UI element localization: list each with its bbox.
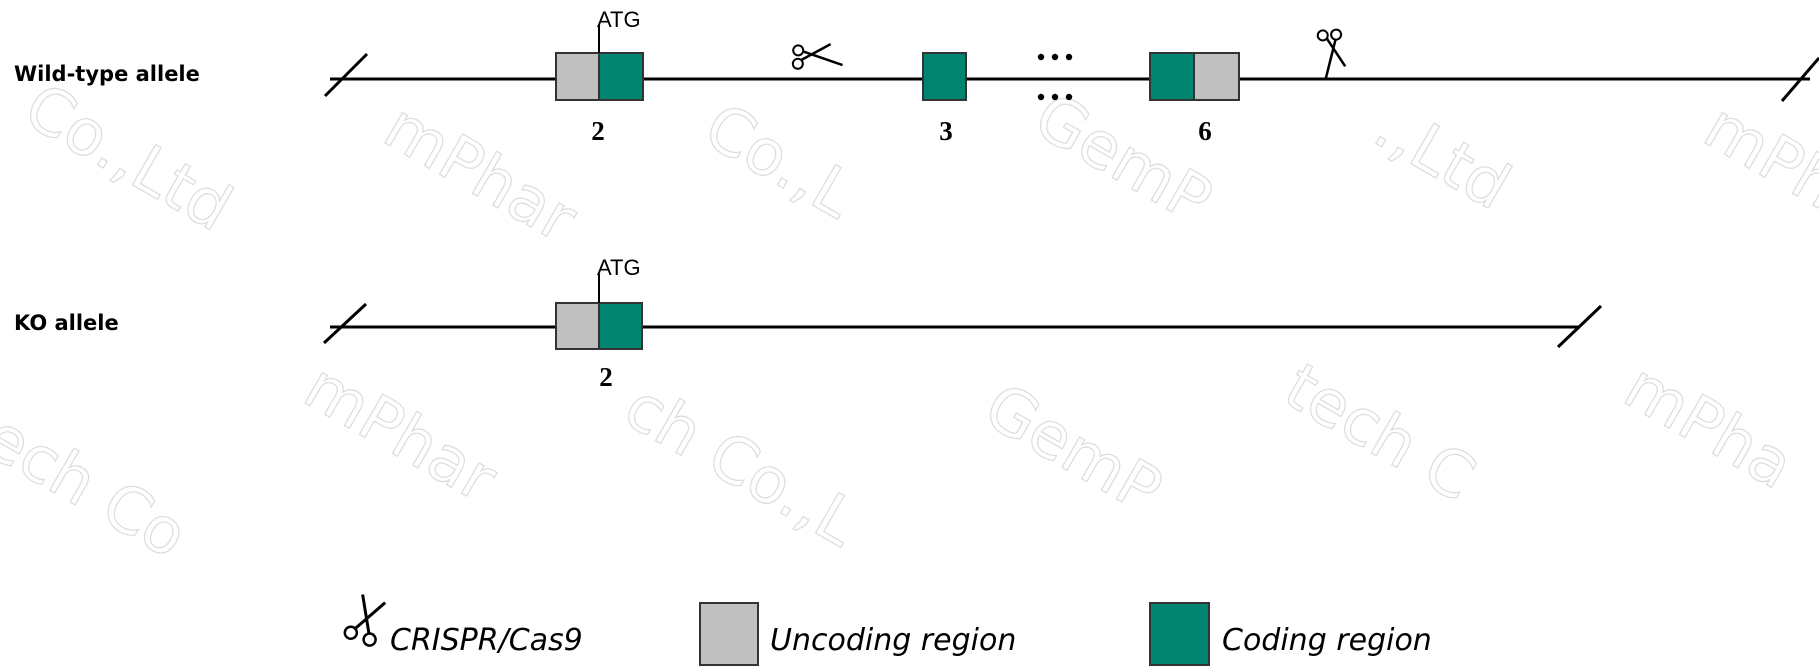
wildtype-exon-label: 3: [939, 116, 953, 146]
wildtype-exon3-coding: [922, 52, 967, 101]
ellipsis-dots: [1037, 53, 1073, 101]
watermark-fragment: ech Co: [0, 400, 199, 574]
legend-uncoding-swatch: [699, 602, 759, 666]
watermark-fragment: GemP: [972, 370, 1173, 529]
legend-uncoding-label: Uncoding region: [770, 623, 1016, 658]
ko-allele: KO allele ATG 2: [14, 255, 1603, 392]
legend-scissors-icon: [343, 594, 387, 647]
legend-coding-swatch: [1149, 602, 1210, 666]
ko-break-mark-right: [1556, 304, 1603, 349]
scissors-icon: [791, 43, 843, 70]
watermark-fragment: Co.,Ltd: [12, 70, 244, 246]
watermark: Co.,Ltd mPhar Co.,L GemP .,Ltd mPha ech …: [0, 69, 1819, 574]
wildtype-exon-label: 6: [1198, 116, 1212, 146]
wildtype-atg-label: ATG: [597, 7, 641, 32]
watermark-fragment: mPhar: [372, 90, 589, 258]
watermark-fragment: .,Ltd: [1362, 90, 1522, 225]
wildtype-break-mark-left: [323, 52, 369, 98]
watermark-fragment: mPha: [1692, 90, 1819, 244]
watermark-fragment: mPha: [1612, 350, 1806, 504]
wildtype-allele: Wild-type allele ATG 2 3 6: [14, 7, 1819, 146]
ko-exon2-coding: [598, 302, 643, 350]
watermark-fragment: GemP: [1022, 80, 1223, 239]
wildtype-exon2-coding: [598, 52, 644, 101]
legend: CRISPR/Cas9 Uncoding region Coding regio…: [343, 594, 1432, 666]
scissors-icon: [1316, 28, 1347, 81]
wildtype-exon6-coding: [1149, 52, 1195, 101]
wildtype-allele-label: Wild-type allele: [14, 62, 200, 86]
watermark-fragment: Co.,L: [692, 90, 867, 234]
legend-coding-label: Coding region: [1222, 623, 1432, 658]
ko-exon-label: 2: [599, 362, 613, 392]
legend-crispr-label: CRISPR/Cas9: [390, 623, 583, 658]
ko-allele-label: KO allele: [14, 311, 119, 335]
wildtype-exon6-uncoding: [1193, 52, 1240, 101]
wildtype-break-mark-right: [1780, 57, 1819, 102]
wildtype-exon2-uncoding: [555, 52, 600, 101]
ko-exon2-uncoding: [555, 302, 600, 350]
watermark-fragment: tech C: [1272, 350, 1487, 517]
watermark-fragment: ch Co.,L: [612, 370, 870, 562]
wildtype-exon-label: 2: [591, 116, 605, 146]
watermark-fragment: mPhar: [292, 350, 509, 518]
ko-break-mark-left: [322, 302, 368, 345]
ko-atg-label: ATG: [597, 255, 641, 280]
